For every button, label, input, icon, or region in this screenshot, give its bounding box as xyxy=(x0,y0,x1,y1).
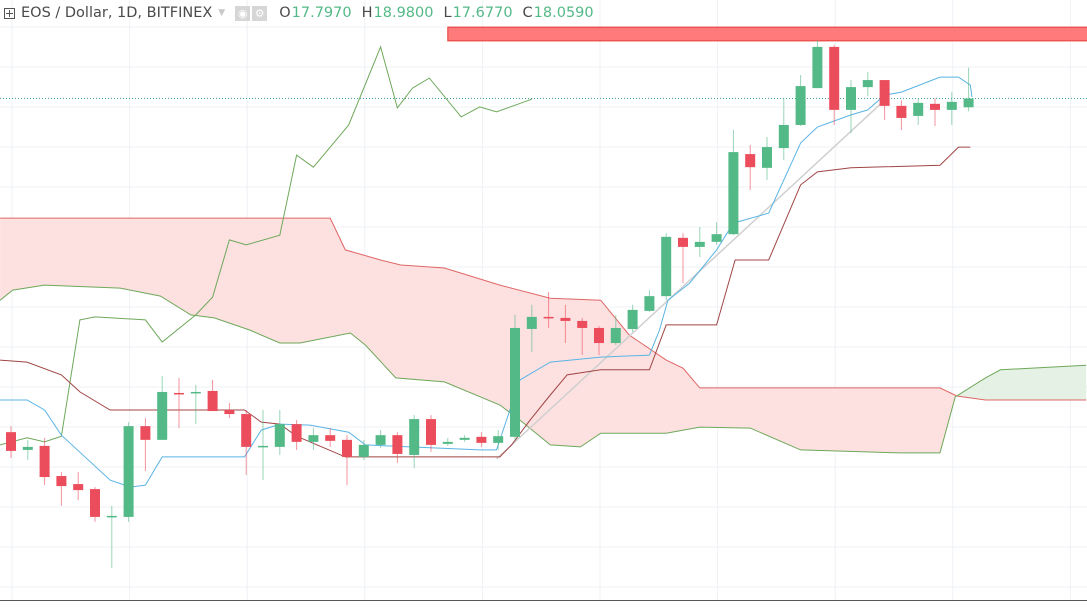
plus-square-icon[interactable] xyxy=(4,7,15,19)
candle-body xyxy=(140,426,151,440)
candle-body xyxy=(577,320,588,328)
candle-body xyxy=(190,391,201,394)
candle-body xyxy=(375,435,386,445)
eye-icon[interactable]: ◉ xyxy=(235,5,251,21)
candle-body xyxy=(946,101,957,110)
candle-body xyxy=(22,446,33,450)
candle-body xyxy=(426,419,436,445)
chevron-down-icon[interactable]: ▼ xyxy=(218,8,226,18)
candle-body xyxy=(224,410,235,415)
candle-body xyxy=(6,432,16,451)
trendline-drawing xyxy=(495,99,886,460)
tenkan-sen-line xyxy=(0,76,973,488)
candle-body xyxy=(644,296,655,311)
candle-body xyxy=(694,241,705,247)
candle-body xyxy=(123,426,134,517)
symbol-title[interactable]: EOS / Dollar, 1D, BITFINEX xyxy=(21,5,213,21)
candle-body xyxy=(678,237,688,247)
candle-body xyxy=(106,515,117,518)
ohlc-open: O17.7970 xyxy=(279,5,352,21)
candle-body xyxy=(510,327,520,437)
candle-body xyxy=(308,435,319,442)
candle-body xyxy=(795,86,806,125)
candle-body xyxy=(896,105,907,118)
candle-body xyxy=(930,103,940,110)
candle-body xyxy=(543,316,554,319)
candle-body xyxy=(627,309,638,329)
candle-body xyxy=(56,476,67,487)
candle-body xyxy=(157,391,168,440)
candle-body xyxy=(745,154,756,168)
candle-body xyxy=(342,439,352,457)
candle-body xyxy=(409,419,420,455)
candle-body xyxy=(661,236,672,297)
candle-body xyxy=(476,436,487,443)
candle-body xyxy=(274,424,285,447)
candle-body xyxy=(812,46,823,89)
candle-body xyxy=(829,46,840,110)
gear-icon[interactable]: ⚙ xyxy=(252,5,268,21)
candle-body xyxy=(39,445,50,478)
kijun-sen-line xyxy=(0,146,971,458)
ohlc-high: H18.9800 xyxy=(361,5,434,21)
candle-body xyxy=(442,441,453,444)
candle-body xyxy=(762,147,772,168)
senkou-span-b-line xyxy=(0,217,1087,401)
candle-body xyxy=(879,80,890,106)
candle-body xyxy=(241,414,252,447)
candle-body xyxy=(207,390,218,412)
candle-body xyxy=(73,484,84,491)
candle-body xyxy=(493,436,504,443)
chart-legend: EOS / Dollar, 1D, BITFINEX ▼ ◉ ⚙ O17.797… xyxy=(4,5,594,21)
candle-body xyxy=(778,124,789,149)
candle-body xyxy=(358,444,369,457)
candle-body xyxy=(258,445,268,448)
candle-body xyxy=(392,435,403,454)
candle-body xyxy=(610,327,621,344)
cloud-bearish-fill xyxy=(0,218,956,453)
candle-body xyxy=(459,437,470,440)
cloud-bullish-fill xyxy=(955,365,1087,400)
candle-body xyxy=(728,152,739,235)
candle-body xyxy=(913,102,924,116)
candle-body xyxy=(325,435,336,441)
candle-body xyxy=(963,98,974,108)
ohlc-close: C18.0590 xyxy=(522,5,594,21)
candle-body xyxy=(846,87,856,110)
senkou-span-a-line xyxy=(0,284,1087,454)
candle-body xyxy=(526,316,537,329)
candle-body xyxy=(90,489,100,517)
candle-body xyxy=(174,392,184,395)
candle-body xyxy=(291,424,302,442)
chikou-span-line xyxy=(0,45,532,446)
candle-body xyxy=(560,317,571,321)
candle-body xyxy=(711,234,722,242)
candle-body xyxy=(594,327,604,344)
candle-body xyxy=(862,80,873,88)
ohlc-low: L17.6770 xyxy=(443,5,513,21)
price-zone-rectangle xyxy=(447,26,1087,42)
